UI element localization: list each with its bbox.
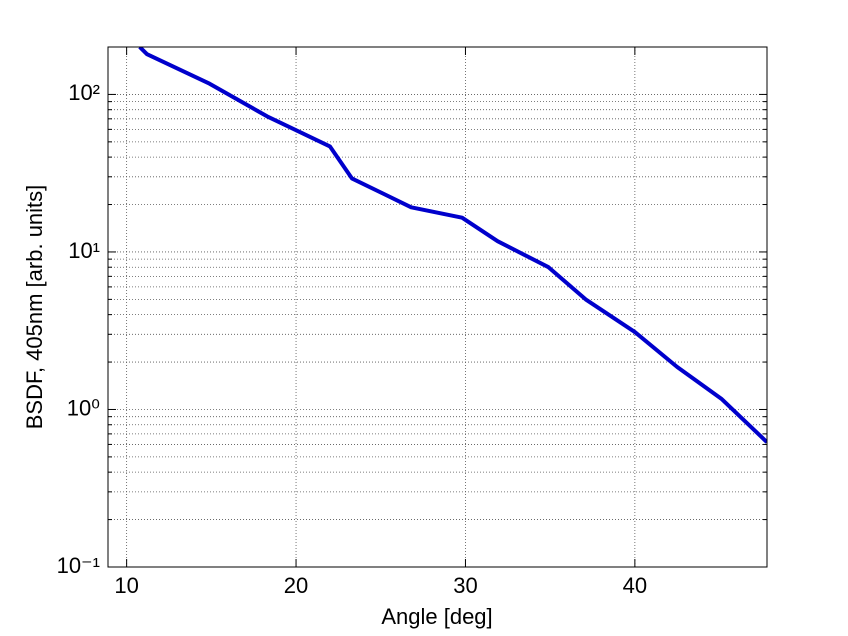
x-tick-label: 10 [114, 573, 138, 598]
data-line [138, 47, 767, 444]
y-axis-label: BSDF, 405nm [arb. units] [22, 185, 47, 430]
y-tick-label: 10² [68, 80, 100, 105]
x-tick-label: 30 [453, 573, 477, 598]
x-tick-label: 20 [284, 573, 308, 598]
plot-frame [107, 46, 768, 568]
plot-area [108, 47, 767, 567]
x-axis-label: Angle [deg] [381, 604, 492, 629]
y-tick-label: 10⁻¹ [57, 553, 100, 578]
y-tick-label: 10¹ [68, 238, 100, 263]
x-tick-label: 40 [623, 573, 647, 598]
y-tick-label: 10⁰ [67, 395, 100, 420]
